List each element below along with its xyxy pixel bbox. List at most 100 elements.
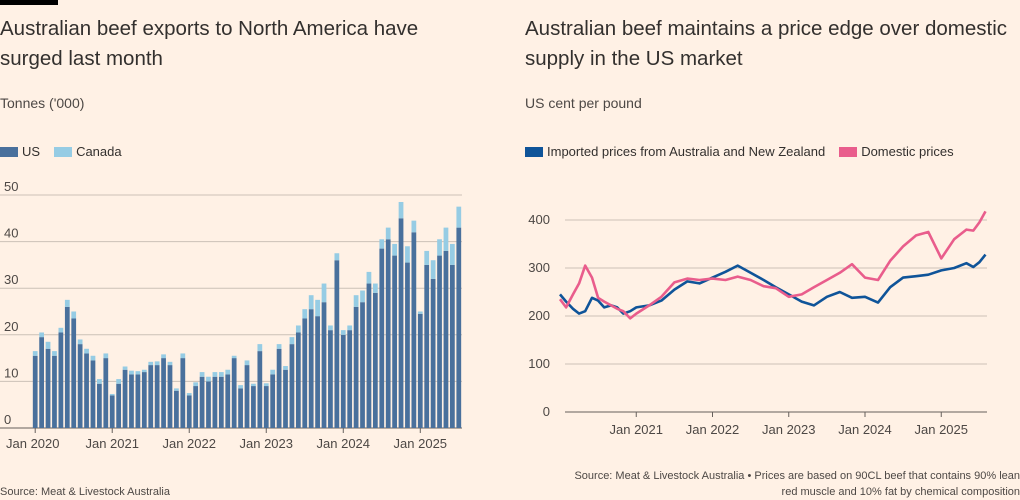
bar-us — [231, 358, 237, 428]
bar-canada — [103, 353, 109, 359]
source-note: Source: Meat & Livestock Australia — [0, 486, 170, 498]
bar-canada — [334, 253, 340, 261]
legend-label-imported: Imported prices from Australia and New Z… — [547, 144, 826, 159]
bar-us — [71, 318, 77, 428]
legend-item-domestic: Domestic prices — [839, 144, 954, 159]
bar-canada — [122, 366, 128, 370]
bar-us — [328, 330, 333, 428]
bar-us — [347, 330, 353, 428]
bar-canada — [193, 382, 199, 387]
bar-us — [334, 260, 340, 428]
bar-canada — [424, 250, 430, 265]
bar-us — [244, 365, 250, 428]
y-tick-label: 20 — [4, 319, 18, 334]
bar-canada — [251, 383, 256, 387]
bar-us — [238, 388, 243, 428]
bar-us — [122, 369, 128, 428]
bar-canada — [315, 299, 320, 317]
series-line-domestic — [558, 210, 987, 320]
y-axis-units: US cent per pound — [525, 95, 642, 111]
bar-us — [174, 390, 179, 428]
bar-canada — [97, 379, 102, 384]
bar-canada — [417, 311, 423, 314]
bar-canada — [379, 239, 385, 249]
bar-canada — [238, 385, 243, 389]
series-line-imported — [559, 253, 987, 315]
bar-us — [295, 332, 301, 428]
bar-us — [32, 355, 38, 428]
bar-us — [315, 316, 320, 428]
bar-canada — [270, 369, 276, 375]
bar-canada — [199, 372, 205, 377]
bar-us — [141, 372, 147, 428]
line-chart: 0 100 200 300 400 Jan 2021 Jan 2022 Jan 2023 Jan… — [528, 210, 987, 437]
chart-title: Australian beef exports to North America… — [0, 17, 419, 70]
bar-us — [90, 360, 96, 428]
legend-swatch-canada — [54, 146, 73, 157]
bar-canada — [180, 353, 186, 359]
x-tick-label: Jan 2022 — [162, 436, 216, 451]
bar-us — [360, 302, 365, 428]
bar-us — [251, 386, 256, 428]
bar-canada — [437, 239, 442, 256]
bar-us — [97, 383, 102, 428]
bar-us — [366, 283, 372, 428]
legend-item-canada: Canada — [54, 144, 122, 159]
bar-us — [161, 358, 166, 428]
bar-us — [302, 318, 308, 428]
bar-canada — [116, 379, 122, 384]
bar-us — [58, 332, 64, 428]
bar-us — [340, 334, 346, 428]
bar-us — [39, 337, 45, 428]
legend-swatch-us — [0, 146, 18, 157]
bar-us — [443, 250, 449, 428]
bar-us — [116, 383, 122, 428]
bar-us — [430, 278, 436, 428]
y-tick-label: 50 — [4, 179, 18, 194]
x-tick-label: Jan 2021 — [85, 436, 139, 451]
y-tick-label: 40 — [4, 226, 18, 241]
bar-us — [218, 376, 224, 428]
bar-canada — [32, 351, 38, 356]
bar-us — [225, 374, 231, 428]
bar-canada — [449, 243, 455, 265]
bar-canada — [64, 299, 70, 307]
legend-swatch-domestic — [839, 146, 858, 157]
bar-canada — [244, 360, 250, 366]
bar-canada — [225, 369, 231, 375]
bar-canada — [385, 227, 391, 240]
prices-chart-panel: Australian beef maintains a price edge o… — [525, 0, 1020, 500]
y-tick-label: 300 — [528, 260, 550, 275]
bar-us — [109, 395, 115, 428]
bar-canada — [148, 361, 154, 366]
bar-canada — [90, 355, 96, 361]
bar-us — [276, 348, 282, 428]
bar-canada — [161, 354, 166, 359]
bar-canada — [71, 311, 77, 319]
legend-label-domestic: Domestic prices — [861, 144, 954, 159]
bar-us — [103, 358, 109, 428]
bar-canada — [392, 243, 397, 256]
x-tick-label: Jan 2025 — [394, 436, 448, 451]
bar-canada — [84, 348, 89, 354]
bar-canada — [321, 283, 327, 303]
bar-us — [405, 262, 410, 428]
bar-us — [411, 232, 417, 428]
bar-us — [167, 365, 173, 428]
bar-canada — [456, 206, 462, 228]
bar-us — [199, 376, 205, 428]
bar-us — [283, 369, 288, 428]
bar-canada — [263, 383, 269, 387]
bar-canada — [186, 393, 192, 396]
bar-canada — [372, 283, 378, 293]
bar-us — [257, 351, 263, 428]
bar-canada — [174, 388, 179, 391]
x-tick-label: Jan 2021 — [610, 422, 664, 437]
bar-canada — [289, 337, 295, 345]
legend-label-us: US — [22, 144, 41, 159]
bar-us — [180, 358, 186, 428]
y-tick-label: 10 — [4, 365, 18, 380]
legend-item-us: US — [0, 144, 40, 159]
bar-us — [64, 306, 70, 428]
bar-canada — [302, 309, 308, 319]
